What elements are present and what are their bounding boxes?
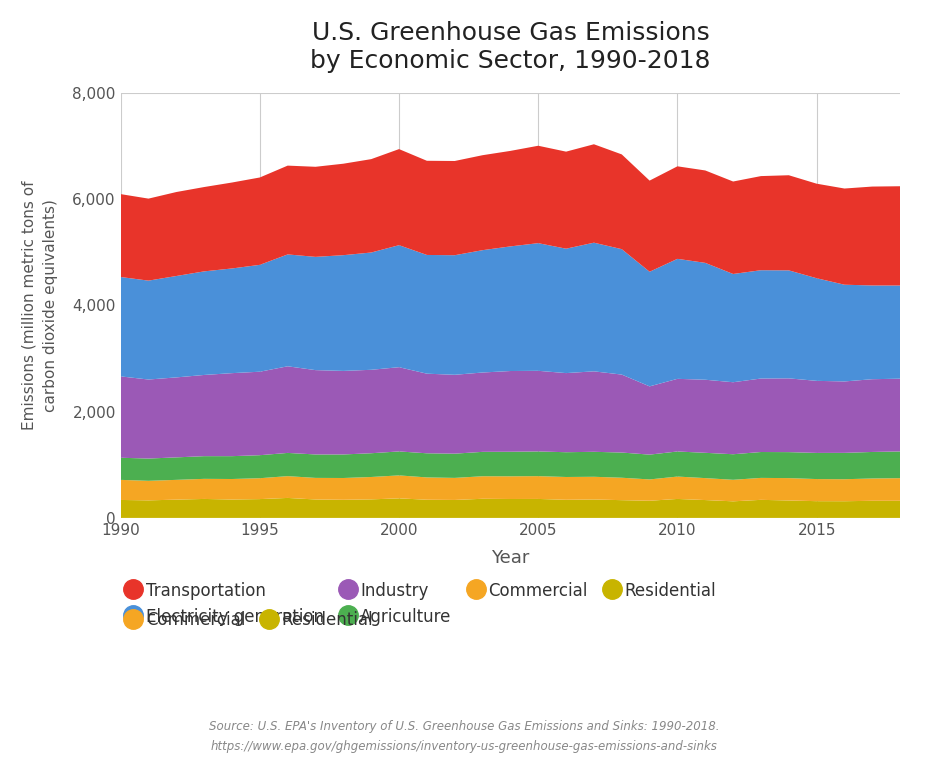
X-axis label: Year: Year	[490, 549, 529, 567]
Text: Source: U.S. EPA's Inventory of U.S. Greenhouse Gas Emissions and Sinks: 1990-20: Source: U.S. EPA's Inventory of U.S. Gre…	[209, 720, 718, 734]
Legend: Commercial, Residential: Commercial, Residential	[129, 611, 373, 629]
Y-axis label: Emissions (million metric tons of
carbon dioxide equivalents): Emissions (million metric tons of carbon…	[21, 181, 58, 430]
Title: U.S. Greenhouse Gas Emissions
by Economic Sector, 1990-2018: U.S. Greenhouse Gas Emissions by Economi…	[310, 21, 710, 73]
Text: https://www.epa.gov/ghgemissions/inventory-us-greenhouse-gas-emissions-and-sinks: https://www.epa.gov/ghgemissions/invento…	[210, 740, 717, 753]
